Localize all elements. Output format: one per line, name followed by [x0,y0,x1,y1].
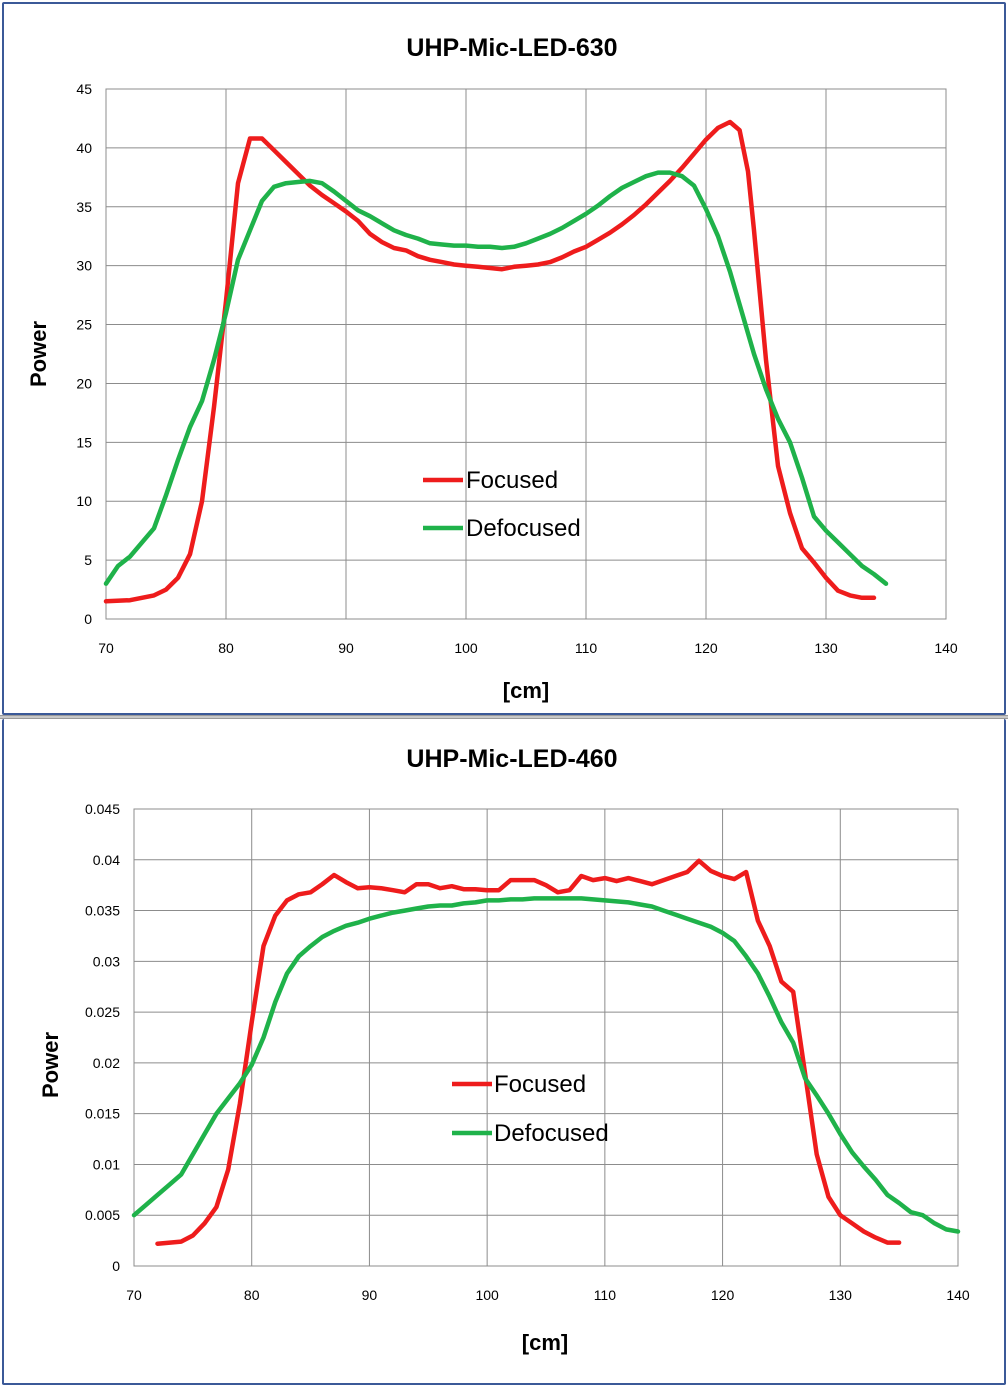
x-tick-label: 70 [98,640,114,656]
x-axis-label: [cm] [522,1330,568,1355]
y-tick-label: 30 [76,258,92,274]
y-tick-label: 0.035 [85,903,120,919]
x-tick-label: 100 [454,640,478,656]
grid [133,808,959,1267]
legend-label-defocused: Defocused [466,515,581,542]
y-tick-label: 15 [76,434,92,450]
y-tick-label: 0.03 [93,953,120,969]
y-tick-label: 20 [76,375,92,391]
chart-460-svg: UHP-Mic-LED-460 Power [cm] 70 80 90 100 110 1… [38,745,970,1355]
x-tick-label: 120 [711,1287,735,1303]
y-tick-label: 10 [76,493,92,509]
chart-title: UHP-Mic-LED-630 [406,34,617,62]
chart-630-svg: UHP-Mic-LED-630 Power [cm] 70 80 90 100 110 1… [26,34,958,703]
series-line-focused [155,858,902,1246]
y-axis-label: Power [26,321,51,387]
legend-label-focused: Focused [466,467,558,494]
y-tick-label: 0.04 [93,852,120,868]
x-tick-label: 70 [126,1287,142,1303]
x-tick-label: 130 [829,1287,853,1303]
y-tick-label: 0.01 [93,1156,120,1172]
x-tick-label: 80 [218,640,234,656]
chart-title: UHP-Mic-LED-460 [406,745,617,773]
y-tick-label: 0 [112,1258,120,1274]
legend-label-focused: Focused [494,1071,586,1098]
x-tick-label: 120 [694,640,718,656]
y-tick-label: 0.015 [85,1106,120,1122]
x-tick-label: 110 [575,640,598,656]
y-tick-label: 5 [84,552,92,568]
plot-area [133,808,959,1267]
series-line-defocused [103,170,889,586]
y-tick-label: 35 [76,199,92,215]
chart-panel-630: UHP-Mic-LED-630 Power [cm] 70 80 90 100 110 1… [0,0,1008,717]
x-tick-label: 90 [362,1287,378,1303]
x-tick-label: 90 [338,640,354,656]
x-tick-label: 100 [475,1287,499,1303]
chart-frame [2,2,1006,715]
plot-area [105,88,947,620]
x-tick-label: 80 [244,1287,260,1303]
chart-panel-460: UHP-Mic-LED-460 Power [cm] 70 80 90 100 110 1… [0,719,1008,1387]
x-tick-label: 130 [814,640,838,656]
series-line-focused [103,119,877,604]
y-tick-label: 0 [84,611,92,627]
series-line-defocused [131,896,961,1234]
legend: Focused Defocused [423,467,581,542]
y-tick-label: 0.025 [85,1004,120,1020]
y-tick-label: 0.02 [93,1055,120,1071]
chart-frame [2,719,1006,1385]
y-tick-label: 40 [76,140,92,156]
panel-divider [0,715,1008,719]
legend: Focused Defocused [452,1071,609,1147]
y-tick-label: 25 [76,317,92,333]
x-tick-label: 140 [946,1287,970,1303]
legend-label-defocused: Defocused [494,1120,609,1147]
y-tick-label: 0.045 [85,801,120,817]
y-tick-label: 45 [76,81,92,97]
x-axis-label: [cm] [503,678,549,703]
x-tick-label: 140 [934,640,958,656]
y-tick-label: 0.005 [85,1207,120,1223]
x-tick-label: 110 [594,1287,617,1303]
y-axis-label: Power [38,1032,63,1098]
